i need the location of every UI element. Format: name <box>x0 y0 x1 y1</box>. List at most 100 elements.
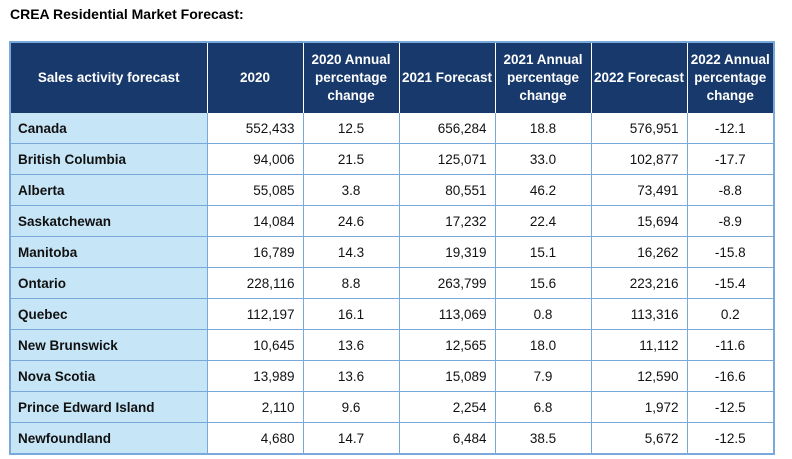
change-2020-cell: 13.6 <box>303 329 400 361</box>
sales-2020-cell: 4,680 <box>207 422 304 453</box>
region-cell: Newfoundland <box>11 422 208 453</box>
forecast-2022-cell: 12,590 <box>591 360 688 392</box>
region-cell: Quebec <box>11 298 208 330</box>
change-2021-cell: 15.1 <box>495 236 592 268</box>
table-body: Canada 552,433 12.5 656,284 18.8 576,951 -12.1… <box>11 113 773 453</box>
column-header-2022-change: 2022 Annual percentage change <box>687 43 773 113</box>
forecast-2021-cell: 263,799 <box>399 267 496 299</box>
region-cell: Canada <box>11 113 208 144</box>
change-2022-cell: -8.9 <box>687 205 773 237</box>
forecast-2021-cell: 15,089 <box>399 360 496 392</box>
forecast-2021-cell: 17,232 <box>399 205 496 237</box>
table-row: Prince Edward Island 2,110 9.6 2,254 6.8 1,97… <box>11 391 773 423</box>
column-header-2021-change: 2021 Annual percentage change <box>495 43 592 113</box>
change-2022-cell: -17.7 <box>687 143 773 175</box>
sales-2020-cell: 552,433 <box>207 113 304 144</box>
change-2021-cell: 33.0 <box>495 143 592 175</box>
forecast-2021-cell: 125,071 <box>399 143 496 175</box>
table-row: Manitoba 16,789 14.3 19,319 15.1 16,262 -15.8 <box>11 236 773 268</box>
change-2020-cell: 3.8 <box>303 174 400 206</box>
forecast-table: Sales activity forecast 2020 2020 Annual… <box>11 43 773 453</box>
change-2021-cell: 15.6 <box>495 267 592 299</box>
change-2020-cell: 16.1 <box>303 298 400 330</box>
region-cell: New Brunswick <box>11 329 208 361</box>
forecast-2021-cell: 80,551 <box>399 174 496 206</box>
forecast-2021-cell: 656,284 <box>399 113 496 144</box>
change-2020-cell: 8.8 <box>303 267 400 299</box>
change-2021-cell: 18.8 <box>495 113 592 144</box>
forecast-2022-cell: 102,877 <box>591 143 688 175</box>
forecast-2022-cell: 5,672 <box>591 422 688 453</box>
column-header-2020: 2020 <box>207 43 304 113</box>
sales-2020-cell: 228,116 <box>207 267 304 299</box>
sales-2020-cell: 55,085 <box>207 174 304 206</box>
sales-2020-cell: 16,789 <box>207 236 304 268</box>
region-cell: Manitoba <box>11 236 208 268</box>
page-title: CREA Residential Market Forecast: <box>10 6 244 22</box>
table-row: Canada 552,433 12.5 656,284 18.8 576,951 -12.1 <box>11 113 773 144</box>
change-2021-cell: 0.8 <box>495 298 592 330</box>
forecast-2021-cell: 6,484 <box>399 422 496 453</box>
region-cell: Prince Edward Island <box>11 391 208 423</box>
region-cell: British Columbia <box>11 143 208 175</box>
change-2020-cell: 14.7 <box>303 422 400 453</box>
change-2021-cell: 18.0 <box>495 329 592 361</box>
region-cell: Alberta <box>11 174 208 206</box>
column-header-2021-forecast: 2021 Forecast <box>399 43 496 113</box>
forecast-2022-cell: 223,216 <box>591 267 688 299</box>
change-2022-cell: -12.5 <box>714 430 746 446</box>
change-2022-cell: -11.6 <box>687 329 773 361</box>
table-header: Sales activity forecast 2020 2020 Annual… <box>11 43 773 113</box>
forecast-2021-cell: 12,565 <box>399 329 496 361</box>
change-2020-cell: 14.3 <box>303 236 400 268</box>
table-row: Nova Scotia 13,989 13.6 15,089 7.9 12,590 -16.… <box>11 360 773 392</box>
forecast-2022-cell: 576,951 <box>591 113 688 144</box>
forecast-2021-cell: 19,319 <box>399 236 496 268</box>
change-2022-cell: 0.2 <box>687 298 773 330</box>
table-row: Newfoundland 4,680 14.7 6,484 38.5 5,672 -12.5 <box>11 422 773 453</box>
forecast-2022-cell: 73,491 <box>591 174 688 206</box>
header-row: Sales activity forecast 2020 2020 Annual… <box>11 43 773 113</box>
change-2020-cell: 12.5 <box>303 113 400 144</box>
column-header-2022-forecast: 2022 Forecast <box>591 43 688 113</box>
change-2022-cell: -12.1 <box>687 113 773 144</box>
forecast-table-container: Sales activity forecast 2020 2020 Annual… <box>9 41 775 455</box>
change-2020-cell: 24.6 <box>303 205 400 237</box>
sales-2020-cell: 13,989 <box>207 360 304 392</box>
region-cell: Ontario <box>11 267 208 299</box>
region-cell: Saskatchewan <box>11 205 208 237</box>
change-2020-cell: 9.6 <box>303 391 400 423</box>
sales-2020-cell: 14,084 <box>207 205 304 237</box>
table-row: Ontario 228,116 8.8 263,799 15.6 223,216 -15.4 <box>11 267 773 299</box>
change-2021-cell: 6.8 <box>495 391 592 423</box>
table-row: New Brunswick 10,645 13.6 12,565 18.0 11,112-… <box>11 329 773 361</box>
table-row: British Columbia 94,006 21.5 125,071 33.0 102… <box>11 143 773 175</box>
change-2020-cell: 21.5 <box>303 143 400 175</box>
change-2021-cell: 38.5 <box>495 422 592 453</box>
region-cell: Nova Scotia <box>11 360 208 392</box>
column-header-region: Sales activity forecast <box>11 43 208 113</box>
forecast-2021-cell: 2,254 <box>399 391 496 423</box>
change-2020-cell: 13.6 <box>303 360 400 392</box>
change-2022-cell: -16.6 <box>687 360 773 392</box>
change-2021-cell: 46.2 <box>495 174 592 206</box>
sales-2020-cell: 10,645 <box>207 329 304 361</box>
change-2022-cell: -8.8 <box>687 174 773 206</box>
forecast-2022-cell: 11,112 <box>591 329 688 361</box>
forecast-2022-cell: 1,972 <box>591 391 688 423</box>
sales-2020-cell: 112,197 <box>207 298 304 330</box>
change-2021-cell: 7.9 <box>495 360 592 392</box>
change-2022-cell: -12.5 <box>687 391 773 423</box>
table-row: Saskatchewan 14,084 24.6 17,232 22.4 15,694 -8… <box>11 205 773 237</box>
sales-2020-cell: 2,110 <box>207 391 304 423</box>
forecast-2022-cell: 113,316 <box>591 298 688 330</box>
forecast-2022-cell: 16,262 <box>591 236 688 268</box>
change-2022-cell: -15.8 <box>687 236 773 268</box>
change-2022-cell: -15.4 <box>687 267 773 299</box>
column-header-2020-change: 2020 Annual percentage change <box>303 43 400 113</box>
forecast-2021-cell: 113,069 <box>399 298 496 330</box>
sales-2020-cell: 94,006 <box>207 143 304 175</box>
change-2021-cell: 22.4 <box>495 205 592 237</box>
table-row: Quebec 112,197 16.1 113,069 0.8 113,316 0.2 <box>11 298 773 330</box>
table-row: Alberta 55,085 3.8 80,551 46.2 73,491 -8.8 <box>11 174 773 206</box>
